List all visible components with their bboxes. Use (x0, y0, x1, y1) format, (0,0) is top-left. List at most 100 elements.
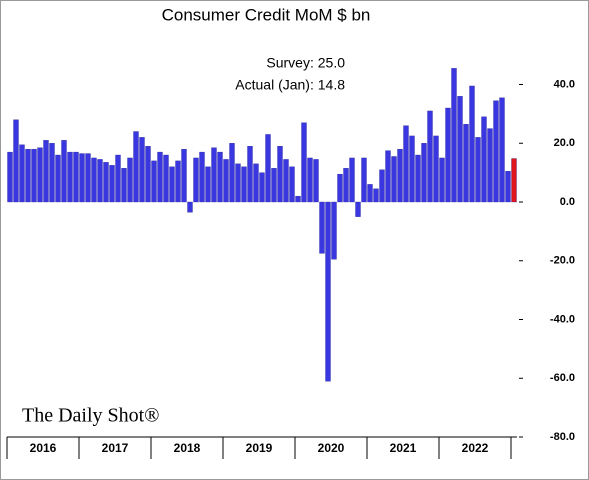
bar (139, 137, 145, 203)
bar (253, 163, 259, 203)
bar (337, 173, 343, 203)
bar (415, 154, 421, 203)
bar (157, 151, 163, 203)
y-tick-label: 20.0 (554, 137, 575, 149)
bar (235, 163, 241, 203)
bar (451, 68, 457, 203)
y-tick-label: -80.0 (550, 431, 575, 443)
bar (355, 201, 361, 217)
bar (181, 148, 187, 203)
bar (325, 201, 331, 382)
bar (313, 159, 319, 203)
bar (487, 128, 493, 203)
bar (421, 143, 427, 203)
bar (229, 143, 235, 203)
bar (385, 150, 391, 203)
bar (43, 140, 49, 203)
bar (145, 146, 151, 203)
x-tick-label: 2017 (102, 441, 129, 455)
bar (403, 125, 409, 203)
x-tick-label: 2016 (30, 441, 57, 455)
bar (91, 157, 97, 203)
bar (37, 147, 43, 203)
bar (433, 135, 439, 203)
x-tick-label: 2018 (174, 441, 201, 455)
bar (205, 166, 211, 203)
bar (301, 122, 307, 203)
bar (223, 159, 229, 203)
source-logo: The Daily Shot® (22, 405, 159, 427)
y-tick-label: -40.0 (550, 313, 575, 325)
bar (349, 157, 355, 203)
bar (163, 154, 169, 203)
bar (289, 166, 295, 203)
bar (505, 171, 511, 203)
x-tick-label: 2020 (318, 441, 345, 455)
bar (295, 195, 301, 203)
bar (457, 96, 463, 203)
bar (307, 157, 313, 203)
bar (499, 97, 505, 203)
bar (187, 201, 193, 213)
bar (367, 184, 373, 203)
y-tick-label: -20.0 (550, 255, 575, 267)
x-tick-label: 2019 (246, 441, 273, 455)
bar (211, 147, 217, 203)
bar (67, 151, 73, 203)
y-tick-label: -60.0 (550, 372, 575, 384)
bar (331, 201, 337, 260)
bar (463, 124, 469, 203)
bar (199, 151, 205, 203)
bar (373, 188, 379, 203)
bar (265, 134, 271, 203)
bar (97, 159, 103, 203)
bar (481, 116, 487, 203)
bar (109, 165, 115, 203)
bar (19, 144, 25, 203)
bar (409, 135, 415, 203)
bar (7, 151, 13, 203)
bar (25, 148, 31, 203)
y-tick-label: 0.0 (560, 196, 575, 208)
bar (217, 151, 223, 203)
bar (397, 148, 403, 203)
bar (103, 162, 109, 203)
bar (247, 146, 253, 203)
bar (115, 154, 121, 203)
bar (259, 172, 265, 203)
bar (439, 157, 445, 203)
bar (193, 157, 199, 203)
bar (55, 154, 61, 203)
annotation: Survey: 25.0 (266, 55, 345, 71)
bar (391, 156, 397, 203)
bar (469, 85, 475, 203)
x-tick-label: 2021 (390, 441, 417, 455)
x-tick-label: 2022 (462, 441, 489, 455)
bar (151, 160, 157, 203)
bar (13, 119, 19, 203)
bar (175, 160, 181, 203)
bar (241, 166, 247, 203)
bar (475, 137, 481, 203)
bar (85, 153, 91, 203)
bar (445, 107, 451, 203)
bar (31, 148, 37, 203)
bar (283, 159, 289, 203)
bar (343, 168, 349, 203)
bar (493, 100, 499, 203)
bar (277, 146, 283, 203)
bar (79, 153, 85, 203)
bar (319, 201, 325, 254)
bar (61, 140, 67, 203)
y-tick-label: 40.0 (554, 78, 575, 90)
bar (511, 158, 517, 203)
bar (127, 157, 133, 203)
bar (427, 110, 433, 203)
bar (271, 168, 277, 203)
bar (379, 169, 385, 203)
bar (49, 143, 55, 203)
bar (133, 131, 139, 203)
bar (361, 157, 367, 203)
